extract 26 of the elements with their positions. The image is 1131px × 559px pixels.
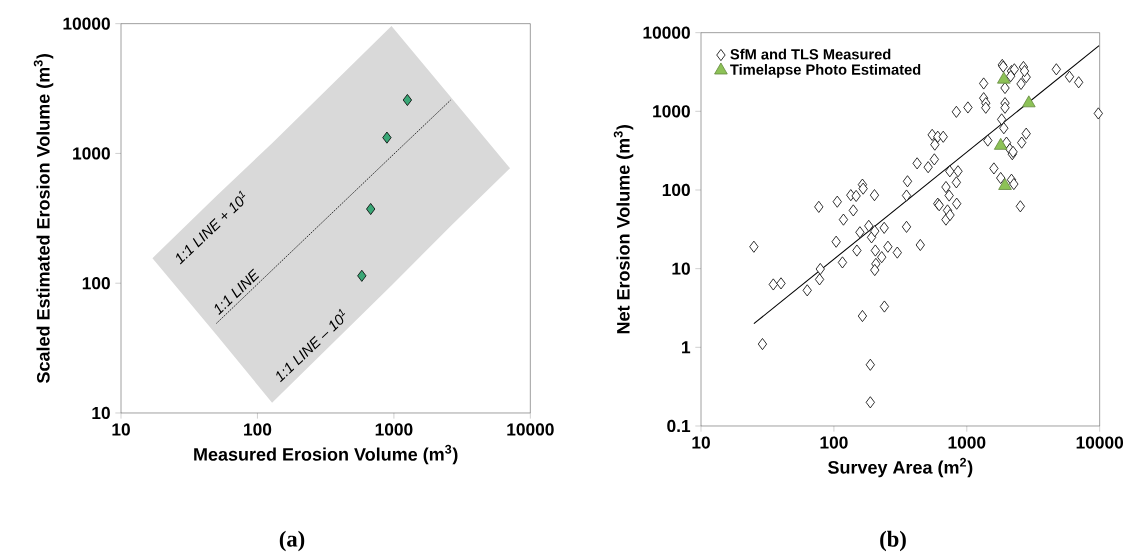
y-tick-label: 1	[682, 341, 691, 354]
y-tick-label: 1000	[73, 147, 110, 160]
x-tick-label: 100	[820, 436, 848, 449]
y-tick-label: 1000	[653, 105, 690, 118]
x-axis-title: Measured Erosion Volume (m$^{3}$)	[194, 444, 458, 465]
legend-label: Timelapse Photo Estimated	[730, 64, 921, 78]
x-tick-label: 100	[244, 423, 272, 436]
y-tick-label: 100	[82, 277, 110, 290]
legend-label: SfM and TLS Measured	[730, 48, 891, 60]
y-tick-label: 10	[672, 262, 690, 275]
y-tick-label: 10	[92, 406, 110, 420]
y-axis-title: Scaled Estimated Erosion Volume (m$^{3}$)	[33, 54, 54, 383]
x-tick-label: 1000	[375, 423, 413, 436]
text: (b)	[880, 530, 906, 552]
y-tick-label: 0.1	[667, 419, 691, 433]
x-tick-label: 1000	[948, 436, 986, 449]
x-axis-title: Survey Area (m$^{2}$)	[828, 457, 973, 478]
x-tick-label: 10000	[1076, 436, 1124, 449]
x-tick-label: 10	[112, 423, 130, 436]
y-axis-title: Net Erosion Volume (m$^{3}$)	[613, 125, 634, 334]
text: (a)	[279, 530, 305, 552]
y-tick-label: 10000	[643, 26, 690, 39]
y-tick-label: 10000	[63, 17, 110, 30]
x-tick-label: 10	[692, 436, 710, 449]
y-tick-label: 100	[662, 183, 690, 197]
x-tick-label: 10000	[507, 423, 554, 436]
